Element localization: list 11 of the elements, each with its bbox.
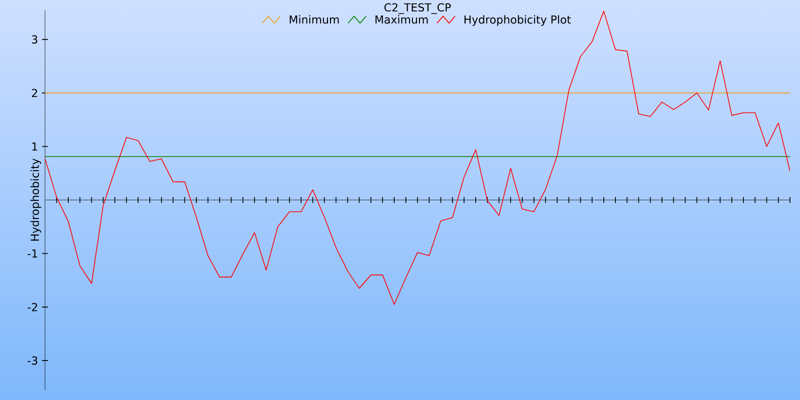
y-tick-label: 2 [32,88,38,98]
y-tick-label: 3 [32,35,38,44]
legend-label: Minimum [290,15,339,24]
y-tick-label: -1 [28,250,38,258]
legend-label: Maximum [376,15,428,24]
y-tick-label: -2 [28,302,38,312]
legend-label: Hydrophobicity Plot [464,15,571,26]
y-tick-label: -3 [28,356,38,365]
chart-title: C2_TEST_CP [384,3,451,14]
y-axis-title: Hydrophobicity [30,158,42,241]
y-tick-label: 1 [32,142,38,150]
